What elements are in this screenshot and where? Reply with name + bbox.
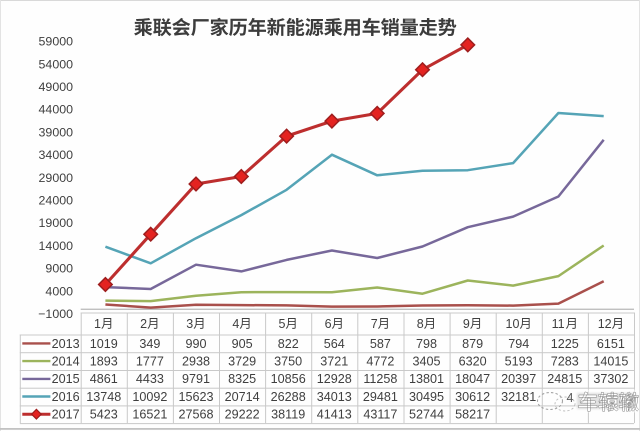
svg-text:794: 794 <box>508 337 529 351</box>
svg-text:59000: 59000 <box>39 35 74 49</box>
svg-text:3750: 3750 <box>274 355 302 369</box>
svg-text:38119: 38119 <box>271 408 305 422</box>
svg-text:16521: 16521 <box>132 408 167 422</box>
svg-text:13748: 13748 <box>86 390 121 404</box>
svg-text:798: 798 <box>416 337 437 351</box>
svg-text:4000: 4000 <box>45 284 73 298</box>
svg-text:6: 6 <box>325 317 332 331</box>
svg-text:990: 990 <box>185 337 206 351</box>
svg-text:54000: 54000 <box>39 57 74 71</box>
svg-text:349: 349 <box>139 337 160 351</box>
svg-text:564: 564 <box>324 337 345 351</box>
svg-text:2016: 2016 <box>52 390 80 404</box>
svg-text:52744: 52744 <box>409 408 444 422</box>
svg-text:−1000: −1000 <box>38 307 73 321</box>
svg-text:14000: 14000 <box>39 239 74 253</box>
svg-text:5: 5 <box>279 317 286 331</box>
svg-text:822: 822 <box>278 337 299 351</box>
svg-text:29481: 29481 <box>363 390 398 404</box>
svg-text:30495: 30495 <box>409 390 444 404</box>
svg-text:587: 587 <box>370 337 391 351</box>
svg-text:7283: 7283 <box>551 355 579 369</box>
svg-text:14015: 14015 <box>593 355 628 369</box>
svg-text:44000: 44000 <box>39 103 74 117</box>
svg-text:10856: 10856 <box>271 372 306 386</box>
svg-text:9000: 9000 <box>45 262 73 276</box>
svg-text:13801: 13801 <box>409 372 444 386</box>
svg-text:32181: 32181 <box>501 390 536 404</box>
svg-text:20714: 20714 <box>225 390 260 404</box>
svg-text:43117: 43117 <box>363 408 397 422</box>
svg-text:10: 10 <box>506 317 520 331</box>
svg-text:2017: 2017 <box>52 408 80 422</box>
svg-text:4433: 4433 <box>136 372 164 386</box>
svg-text:34013: 34013 <box>317 390 352 404</box>
svg-text:2013: 2013 <box>52 337 80 351</box>
svg-text:39000: 39000 <box>39 125 74 139</box>
svg-text:9: 9 <box>463 317 470 331</box>
svg-text:49000: 49000 <box>39 80 74 94</box>
svg-text:1893: 1893 <box>90 355 118 369</box>
svg-text:41413: 41413 <box>317 408 352 422</box>
svg-text:1019: 1019 <box>90 337 118 351</box>
svg-text:12: 12 <box>598 317 612 331</box>
svg-text:2: 2 <box>140 317 147 331</box>
svg-text:24000: 24000 <box>39 194 74 208</box>
svg-text:15623: 15623 <box>178 390 213 404</box>
svg-text:11258: 11258 <box>363 372 397 386</box>
svg-text:29222: 29222 <box>225 408 260 422</box>
svg-text:1: 1 <box>94 317 101 331</box>
svg-text:58217: 58217 <box>455 408 490 422</box>
svg-text:3729: 3729 <box>228 355 256 369</box>
svg-text:3: 3 <box>186 317 193 331</box>
svg-text:3405: 3405 <box>412 355 440 369</box>
svg-text:20397: 20397 <box>501 372 536 386</box>
svg-text:7: 7 <box>371 317 378 331</box>
svg-text:19000: 19000 <box>39 216 74 230</box>
svg-text:11: 11 <box>552 317 565 331</box>
svg-text:9791: 9791 <box>182 372 210 386</box>
svg-text:905: 905 <box>232 337 253 351</box>
svg-text:2938: 2938 <box>182 355 210 369</box>
svg-text:10092: 10092 <box>132 390 167 404</box>
svg-text:6320: 6320 <box>459 355 487 369</box>
svg-text:4772: 4772 <box>366 355 394 369</box>
svg-text:879: 879 <box>462 337 483 351</box>
svg-text:27568: 27568 <box>178 408 213 422</box>
svg-text:5193: 5193 <box>505 355 533 369</box>
svg-text:18047: 18047 <box>455 372 490 386</box>
svg-text:8: 8 <box>417 317 424 331</box>
svg-text:26288: 26288 <box>271 390 306 404</box>
svg-text:1777: 1777 <box>136 355 164 369</box>
svg-text:2015: 2015 <box>52 372 80 386</box>
svg-text:29000: 29000 <box>39 171 74 185</box>
svg-text:8325: 8325 <box>228 372 256 386</box>
svg-text:34000: 34000 <box>39 148 74 162</box>
svg-text:37302: 37302 <box>593 372 628 386</box>
svg-text:6151: 6151 <box>597 337 625 351</box>
svg-text:4: 4 <box>232 317 239 331</box>
svg-text:2014: 2014 <box>52 355 80 369</box>
svg-text:4861: 4861 <box>90 372 118 386</box>
svg-text:24815: 24815 <box>547 372 582 386</box>
svg-text:12928: 12928 <box>317 372 352 386</box>
svg-text:3721: 3721 <box>320 355 348 369</box>
svg-text:30612: 30612 <box>455 390 490 404</box>
svg-text:1225: 1225 <box>551 337 579 351</box>
svg-text:5423: 5423 <box>90 408 118 422</box>
